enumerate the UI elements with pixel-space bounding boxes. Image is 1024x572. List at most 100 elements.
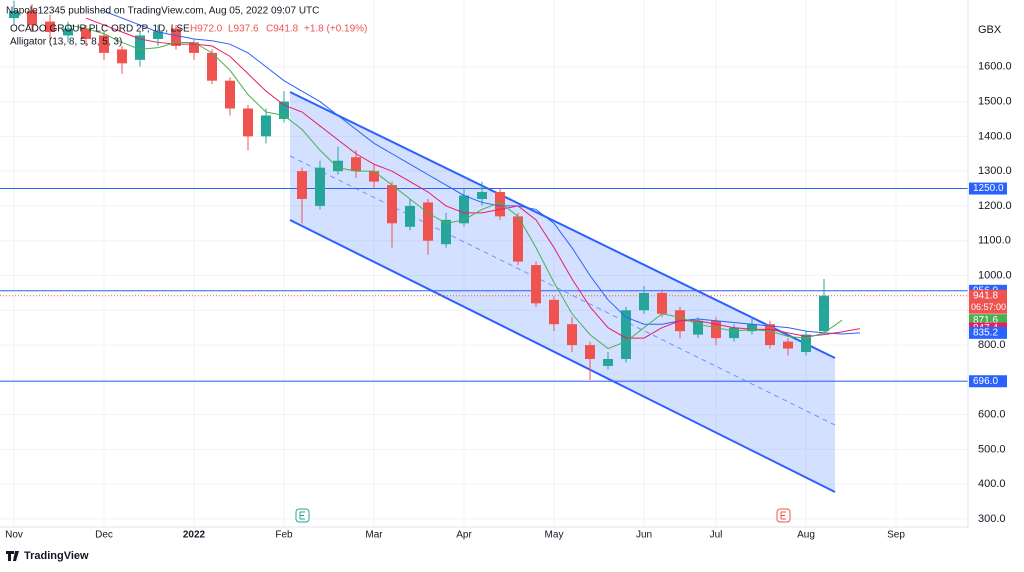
candle-body: [747, 324, 757, 332]
candle-body: [531, 265, 541, 304]
candle-body: [81, 28, 91, 39]
candle-body: [225, 80, 235, 109]
x-tick-label: May: [545, 530, 564, 541]
legend: OCADO GROUP PLC ORD 2P, 1D, LSE H972.0 L…: [10, 24, 367, 48]
y-tick-label: 800.0: [978, 339, 1006, 351]
x-tick-label: 2022: [183, 530, 206, 541]
candle-body: [243, 108, 253, 137]
candle-body: [693, 320, 703, 335]
candle-body: [171, 28, 181, 46]
level-label: 1250.0: [973, 183, 1004, 194]
y-tick-label: 1500.0: [978, 95, 1012, 107]
candle-body: [567, 324, 577, 346]
alligator-label: 871.6: [973, 315, 998, 326]
candle-body: [189, 42, 199, 53]
candle-body: [513, 216, 523, 262]
candle-body: [369, 171, 379, 182]
candle-body: [765, 324, 775, 346]
ohlc-high: H972.0: [190, 24, 223, 35]
candle-body: [27, 11, 37, 26]
candle-body: [801, 334, 811, 353]
candle-body: [549, 299, 559, 325]
y-tick-label: 1600.0: [978, 61, 1012, 73]
ohlc-change: +1.8 (+0.19%): [304, 24, 367, 35]
x-tick-label: Dec: [95, 530, 113, 541]
candle-body: [279, 101, 289, 119]
y-tick-label: 1200.0: [978, 200, 1012, 212]
candle-body: [405, 205, 415, 227]
earnings-markers: [295, 508, 791, 523]
y-unit: GBX: [978, 24, 1002, 36]
candle-body: [387, 185, 397, 224]
candle-body: [45, 21, 55, 33]
candle-body: [711, 320, 721, 339]
candle-body: [135, 35, 145, 60]
last-price-countdown: 06:57:00: [971, 302, 1006, 312]
channel-upper: [289, 91, 836, 359]
marks: [0, 0, 968, 382]
y-tick-label: 1300.0: [978, 165, 1012, 177]
y-tick-label: 1400.0: [978, 130, 1012, 142]
last-price-label: 941.8: [973, 290, 998, 301]
candle-body: [585, 345, 595, 359]
indicator-name: Alligator (13, 8, 5, 8, 5, 3): [10, 37, 122, 48]
candle-body: [621, 310, 631, 359]
y-tick-label: 400.0: [978, 478, 1006, 490]
axis: 300.0400.0500.0600.0700.0800.0900.01000.…: [5, 61, 1012, 541]
channel-lower: [289, 219, 836, 493]
channel: [289, 91, 836, 493]
last-price-box: [969, 289, 1007, 314]
logo: [6, 551, 19, 561]
earnings-glyph: [780, 511, 786, 520]
channel-mid: [289, 155, 836, 426]
x-tick-label: Feb: [275, 530, 293, 541]
symbol-title: OCADO GROUP PLC ORD 2P, 1D, LSE: [10, 24, 190, 35]
level-box: [969, 375, 1007, 388]
x-tick-label: Mar: [365, 530, 383, 541]
candle-body: [495, 192, 505, 217]
x-tick-label: Jun: [636, 530, 652, 541]
candle-body: [819, 295, 829, 332]
alligator-label: 835.2: [973, 327, 998, 338]
candle-body: [351, 157, 361, 172]
y-tick-label: 1100.0: [978, 235, 1011, 247]
candle-body: [729, 327, 739, 339]
candle-body: [657, 292, 667, 314]
ohlc-close: C941.8: [266, 24, 299, 35]
y-tick-label: 1000.0: [978, 269, 1012, 281]
brand: TradingView: [24, 550, 89, 562]
x-tick-label: Apr: [456, 530, 472, 541]
candle-body: [423, 202, 433, 241]
candle-body: [117, 49, 127, 64]
ohlc-low: L937.6: [228, 24, 259, 35]
channel-fill: [290, 92, 835, 492]
candle-body: [261, 115, 271, 137]
alligator-line: [103, 10, 861, 335]
level-label: 696.0: [973, 376, 998, 387]
x-tick-label: Aug: [797, 530, 815, 541]
grid: [0, 0, 968, 527]
candle-body: [207, 52, 217, 81]
candle-body: [63, 28, 73, 36]
x-tick-label: Sep: [887, 530, 905, 541]
candle-body: [315, 167, 325, 206]
candle-body: [441, 219, 451, 245]
candle-body: [99, 35, 109, 53]
level-box: [969, 182, 1007, 195]
y-tick-label: 500.0: [978, 443, 1006, 455]
y-tick-label: 600.0: [978, 409, 1006, 421]
candle-body: [9, 11, 19, 19]
candle-body: [153, 32, 163, 39]
candle-body: [459, 195, 469, 224]
candle-body: [603, 358, 613, 366]
y-tick-label: 300.0: [978, 513, 1006, 525]
candle-body: [297, 171, 307, 199]
candle-body: [477, 192, 487, 199]
alligator-box: [969, 326, 1007, 339]
published: Napole12345 published on TradingView.com…: [6, 6, 319, 17]
footer: TradingView: [6, 550, 89, 562]
x-tick-label: Nov: [5, 530, 23, 541]
alligator-line: [67, 24, 843, 350]
